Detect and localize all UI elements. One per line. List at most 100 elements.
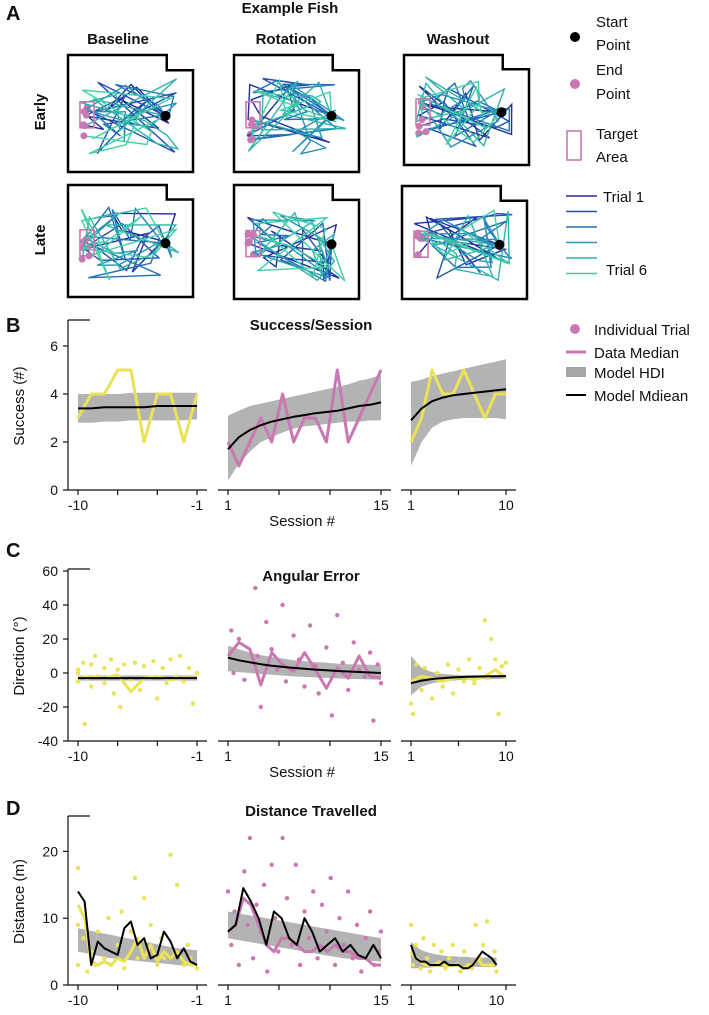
individual-trial-point — [160, 665, 165, 671]
row-label-late: Late — [32, 225, 49, 256]
model-hdi-band — [411, 656, 506, 696]
individual-trial-point — [122, 966, 127, 971]
individual-trial-point — [291, 633, 296, 638]
tank-1 — [232, 53, 361, 174]
start-point-marker — [570, 32, 580, 42]
individual-trial-point — [446, 956, 452, 961]
trajectory-trial-6 — [80, 207, 179, 281]
individual-trial-point — [236, 636, 242, 642]
individual-trial-point — [410, 711, 416, 716]
y-axis-label: Success (#) — [11, 366, 28, 445]
start-point — [160, 238, 171, 249]
individual-trial-point — [175, 882, 180, 887]
y-axis-label: Direction (°) — [11, 616, 28, 695]
trajectory-trial-6 — [253, 211, 346, 282]
individual-trial-point — [302, 909, 307, 914]
x-tick-label: 1 — [407, 497, 415, 513]
individual-trial-point — [168, 852, 173, 857]
trajectory-trial-6 — [418, 209, 511, 265]
start-legend-line1: Start — [596, 14, 629, 31]
individual-trial-point — [458, 969, 463, 974]
start-point — [326, 110, 337, 121]
individual-trial-point — [168, 657, 173, 662]
individual-trial-point — [429, 696, 435, 701]
individual-trial-point — [307, 623, 313, 628]
individual-trial-point — [194, 966, 200, 971]
individual-trial-point — [242, 677, 247, 682]
data-median-line — [409, 368, 506, 443]
y-tick-label: 6 — [50, 338, 58, 354]
individual-trial-point — [293, 862, 298, 867]
x-tick-label: 10 — [498, 497, 514, 513]
panel-letter-c: C — [6, 540, 20, 562]
x-tick-label: 10 — [498, 748, 514, 764]
model-line — [410, 388, 507, 422]
individual-trial-point — [283, 679, 289, 684]
individual-trial-point — [231, 670, 236, 676]
individual-trial-point — [461, 679, 466, 684]
individual-trial-point — [264, 619, 269, 625]
individual-trial-point — [375, 662, 380, 667]
individual-trial-point — [484, 919, 490, 924]
chart-c: C Angular Error -40 -20 0 20 40 60 Direction (°)… — [6, 540, 516, 781]
individual-trial-point — [439, 949, 444, 954]
legend-median-label: Data Median — [594, 345, 679, 362]
individual-trial-point — [225, 889, 231, 894]
model-hdi-band — [228, 911, 381, 962]
individual-trial-point — [462, 949, 467, 954]
individual-trial-point — [496, 711, 501, 716]
model-line — [78, 405, 197, 410]
legend-hdi-label: Model HDI — [594, 365, 665, 382]
tank-grid — [66, 53, 531, 301]
individual-trial-point — [489, 636, 494, 642]
individual-trial-point — [141, 896, 147, 901]
individual-trial-point — [75, 667, 81, 672]
individual-trial-point — [341, 942, 346, 948]
x-axis-label: Session # — [269, 764, 336, 781]
individual-trial-point — [419, 687, 424, 693]
individual-trial-point — [340, 660, 345, 665]
chart-title: Distance Travelled — [245, 803, 377, 820]
y-tick-label: 4 — [50, 386, 58, 402]
individual-trial-point — [272, 916, 278, 921]
start-point — [160, 110, 171, 121]
individual-trial-point — [413, 942, 418, 948]
panel-a-title: Example Fish — [242, 0, 339, 17]
trajectory-trial-6 — [250, 78, 337, 138]
individual-trial-point — [350, 956, 355, 961]
end-point — [78, 255, 86, 263]
chart-title: Angular Error — [262, 568, 360, 585]
individual-trial-point — [443, 966, 448, 971]
phase-washout: 1 10 — [401, 359, 516, 513]
model-line — [410, 944, 498, 970]
individual-trial-point — [250, 956, 256, 961]
end-point — [414, 251, 422, 259]
individual-trial-point — [481, 942, 486, 948]
individual-trial-point — [408, 701, 414, 706]
individual-trial-point — [155, 962, 160, 968]
individual-trial-point — [75, 670, 81, 676]
individual-trial-point — [75, 922, 81, 928]
panel-a: A Example Fish Baseline Rotation Washout… — [6, 0, 647, 301]
individual-trial-point — [190, 701, 196, 706]
x-tick-label: 10 — [489, 992, 505, 1008]
trial-first-label: Trial 1 — [603, 189, 644, 206]
individual-trial-point — [280, 602, 285, 608]
individual-trial-point — [102, 665, 107, 671]
tank-2 — [402, 53, 531, 167]
model-hdi-band — [228, 374, 381, 481]
individual-trial-point — [503, 660, 509, 665]
data-median-line — [76, 368, 199, 444]
individual-trial-point — [85, 969, 90, 974]
x-tick-label: -1 — [191, 497, 204, 513]
phase-baseline: -10 -1 — [68, 852, 207, 1008]
individual-trial-point — [466, 657, 472, 662]
individual-trial-point — [408, 922, 414, 928]
individual-trial-point — [95, 929, 101, 934]
x-tick-label: 1 — [407, 992, 415, 1008]
individual-trial-point — [82, 721, 87, 727]
individual-trial-point — [315, 956, 320, 961]
individual-trial-point — [367, 650, 373, 655]
individual-trial-point — [316, 691, 321, 696]
trajectory-trial-2 — [86, 81, 177, 154]
